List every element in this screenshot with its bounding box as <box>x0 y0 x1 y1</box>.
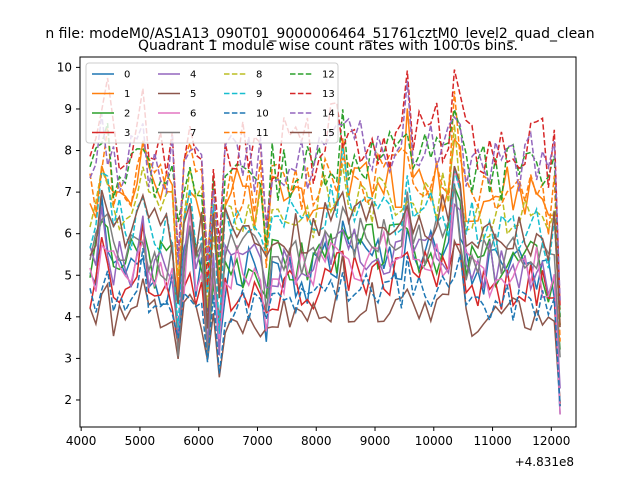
y-tick-label: 7 <box>64 185 72 199</box>
series-line-2 <box>89 184 561 351</box>
legend-label-14: 14 <box>322 109 335 120</box>
legend-label-6: 6 <box>190 109 196 120</box>
legend-label-13: 13 <box>322 89 335 100</box>
x-tick-label: 9000 <box>360 434 391 448</box>
axes-frame <box>79 56 577 428</box>
y-tick-label: 4 <box>64 310 72 324</box>
legend-label-3: 3 <box>124 128 130 139</box>
series-line-10 <box>89 248 561 407</box>
x-tick-label: 7000 <box>242 434 273 448</box>
x-tick-label: 6000 <box>183 434 214 448</box>
chart-suptitle: n file: modeM0/AS1A13_090T01_9000006464_… <box>45 26 594 42</box>
legend-label-11: 11 <box>256 128 269 139</box>
y-tick-label: 2 <box>64 393 72 407</box>
y-tick-label: 3 <box>64 351 72 365</box>
x-axis-offset-label: +4.831e8 <box>515 455 574 469</box>
x-tick-label: 5000 <box>125 434 156 448</box>
x-tick-label: 10000 <box>415 434 453 448</box>
legend-label-4: 4 <box>190 70 196 81</box>
series-line-0 <box>89 183 561 415</box>
legend-label-1: 1 <box>124 89 130 100</box>
legend-label-5: 5 <box>190 89 196 100</box>
y-axis-ticks: 2 3 4 5 6 7 8 9 10 <box>57 60 80 407</box>
y-tick-label: 10 <box>57 60 72 74</box>
legend-label-10: 10 <box>256 109 269 120</box>
legend-label-7: 7 <box>190 128 196 139</box>
plot-lines <box>89 69 561 415</box>
y-tick-label: 6 <box>64 227 72 241</box>
x-tick-label: 8000 <box>301 434 332 448</box>
legend-label-12: 12 <box>322 70 335 81</box>
y-tick-label: 8 <box>64 144 72 158</box>
legend-label-9: 9 <box>256 89 262 100</box>
legend-label-8: 8 <box>256 70 262 81</box>
x-tick-label: 4000 <box>66 434 97 448</box>
series-line-13 <box>89 69 561 309</box>
chart-title: Quadrant 1 module wise count rates with … <box>138 38 518 54</box>
x-tick-label: 11000 <box>473 434 511 448</box>
y-tick-label: 5 <box>64 268 72 282</box>
x-tick-label: 12000 <box>532 434 570 448</box>
series-line-11 <box>89 90 561 342</box>
y-tick-label: 9 <box>64 102 72 116</box>
legend-label-15: 15 <box>322 128 335 139</box>
legend-box <box>85 62 339 144</box>
series-line-8 <box>89 124 561 326</box>
series-line-7 <box>89 185 561 360</box>
legend-label-0: 0 <box>124 70 130 81</box>
series-line-14 <box>89 80 561 301</box>
x-axis-ticks: 4000 5000 6000 7000 8000 9000 10000 11000 12000 <box>66 427 570 448</box>
series-line-6 <box>89 168 561 415</box>
series-line-15 <box>89 165 561 329</box>
legend-label-2: 2 <box>124 109 130 120</box>
series-line-5 <box>89 238 561 404</box>
